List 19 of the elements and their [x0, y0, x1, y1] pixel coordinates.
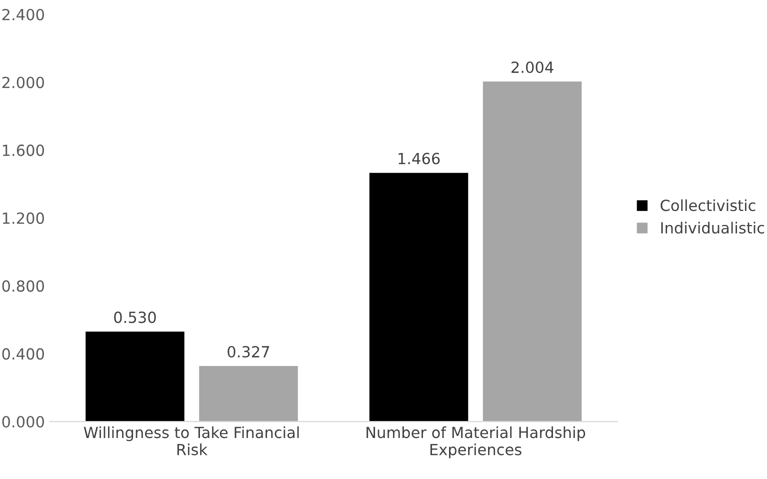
y-tick-label: 2.000: [2, 76, 44, 88]
y-tick-label: 2.400: [2, 8, 44, 20]
data-label: 0.530: [114, 312, 156, 324]
y-tick-label: 0.800: [2, 280, 44, 292]
x-tick-label: Willingness to Take Financial Risk: [84, 426, 299, 456]
bar: [199, 366, 298, 422]
bar: [86, 332, 184, 422]
legend-label: Individualistic: [661, 222, 764, 234]
data-label: 2.004: [512, 61, 554, 74]
y-tick-label: 0.400: [2, 348, 44, 360]
y-tick-label: 1.200: [2, 212, 44, 224]
bar: [369, 172, 468, 422]
data-label: 0.327: [228, 346, 270, 358]
legend-label: Collectivistic: [660, 199, 756, 212]
data-label: 1.466: [398, 152, 440, 164]
x-tick-label: Number of Material Hardship Experiences: [366, 426, 586, 458]
y-tick-label: 1.600: [2, 144, 44, 156]
y-tick-label: 0.000: [2, 416, 44, 428]
bar: [482, 82, 582, 422]
